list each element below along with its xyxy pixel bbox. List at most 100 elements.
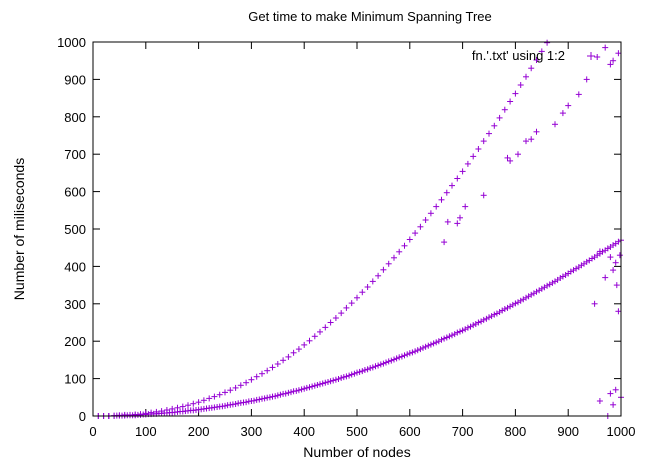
data-point bbox=[446, 333, 453, 340]
data-point bbox=[330, 377, 337, 384]
y-axis-label: Number of miliseconds bbox=[11, 158, 27, 300]
data-point bbox=[613, 282, 620, 289]
data-point bbox=[380, 266, 387, 273]
x-tick-label: 800 bbox=[505, 424, 527, 439]
data-point bbox=[396, 354, 403, 361]
data-point bbox=[354, 369, 360, 376]
data-point bbox=[530, 290, 537, 297]
data-point bbox=[185, 402, 191, 409]
data-point bbox=[309, 383, 316, 390]
data-point bbox=[412, 230, 419, 237]
x-tick-label: 300 bbox=[241, 424, 263, 439]
data-point bbox=[538, 48, 545, 55]
data-point bbox=[266, 394, 273, 401]
data-point bbox=[528, 65, 535, 72]
y-tick-label: 1000 bbox=[57, 35, 86, 50]
data-point bbox=[364, 366, 371, 373]
data-point bbox=[414, 347, 421, 354]
data-point bbox=[512, 90, 519, 97]
data-point bbox=[208, 404, 215, 411]
data-point bbox=[285, 353, 292, 360]
data-point bbox=[607, 390, 614, 397]
data-point bbox=[361, 367, 368, 373]
data-point bbox=[282, 390, 289, 397]
y-tick-label: 100 bbox=[64, 372, 86, 387]
data-point bbox=[311, 333, 318, 340]
data-point bbox=[354, 294, 360, 301]
data-point bbox=[338, 310, 345, 317]
data-point bbox=[462, 326, 469, 333]
data-point bbox=[596, 248, 603, 255]
x-tick-label: 1000 bbox=[607, 424, 636, 439]
data-point bbox=[480, 138, 487, 145]
data-point bbox=[359, 368, 366, 375]
data-point bbox=[295, 387, 302, 394]
data-point bbox=[248, 376, 255, 383]
data-point bbox=[293, 387, 300, 394]
data-point bbox=[198, 406, 205, 413]
data-point bbox=[264, 367, 271, 374]
data-point bbox=[615, 238, 622, 245]
data-point bbox=[409, 349, 416, 356]
y-axis-ticks: 0 100 200 300 400 500 600 700 800 900 1000 bbox=[57, 35, 621, 424]
data-point bbox=[486, 130, 492, 137]
data-point bbox=[594, 252, 601, 259]
data-point bbox=[343, 304, 350, 311]
data-point bbox=[259, 370, 265, 377]
data-point bbox=[388, 357, 395, 364]
data-point bbox=[567, 268, 574, 275]
data-point bbox=[520, 296, 527, 303]
data-point bbox=[507, 157, 514, 164]
data-point bbox=[565, 102, 572, 109]
data-point bbox=[607, 61, 614, 68]
data-point bbox=[425, 342, 432, 349]
data-point bbox=[195, 399, 202, 406]
data-point bbox=[612, 259, 619, 266]
data-point bbox=[269, 364, 276, 371]
data-point bbox=[501, 106, 508, 113]
data-point bbox=[457, 328, 463, 335]
data-point bbox=[256, 396, 263, 403]
data-point bbox=[478, 318, 485, 325]
data-point bbox=[610, 242, 617, 249]
data-point bbox=[253, 373, 260, 380]
data-point bbox=[272, 393, 279, 400]
data-point bbox=[552, 278, 558, 285]
data-point bbox=[536, 287, 543, 294]
data-point bbox=[493, 310, 500, 317]
data-point bbox=[610, 401, 617, 408]
data-point bbox=[235, 400, 242, 407]
data-point bbox=[589, 255, 595, 262]
data-point bbox=[306, 384, 313, 391]
data-point bbox=[327, 319, 334, 326]
data-point bbox=[504, 154, 511, 161]
data-point bbox=[301, 341, 308, 348]
data-point bbox=[317, 328, 323, 335]
data-point bbox=[227, 387, 234, 394]
data-point bbox=[182, 408, 189, 415]
legend-label: fn.'.txt' using 1:2 bbox=[472, 48, 565, 63]
x-tick-label: 600 bbox=[399, 424, 421, 439]
data-point bbox=[243, 379, 250, 386]
data-point bbox=[222, 389, 228, 396]
data-point bbox=[504, 304, 511, 311]
data-point bbox=[332, 315, 339, 321]
data-point bbox=[483, 315, 490, 322]
data-point bbox=[602, 44, 609, 51]
data-point bbox=[319, 380, 326, 387]
data-point bbox=[475, 146, 482, 152]
data-point bbox=[322, 324, 329, 331]
data-point bbox=[552, 121, 558, 128]
data-point bbox=[433, 339, 440, 346]
data-point bbox=[214, 404, 221, 410]
data-point bbox=[533, 128, 540, 135]
data-point bbox=[459, 168, 466, 175]
y-tick-label: 800 bbox=[64, 110, 86, 125]
data-point bbox=[156, 410, 162, 417]
data-point bbox=[546, 281, 553, 288]
data-point bbox=[369, 278, 376, 285]
data-point bbox=[288, 389, 294, 396]
data-point bbox=[206, 395, 213, 402]
data-point bbox=[177, 408, 184, 415]
